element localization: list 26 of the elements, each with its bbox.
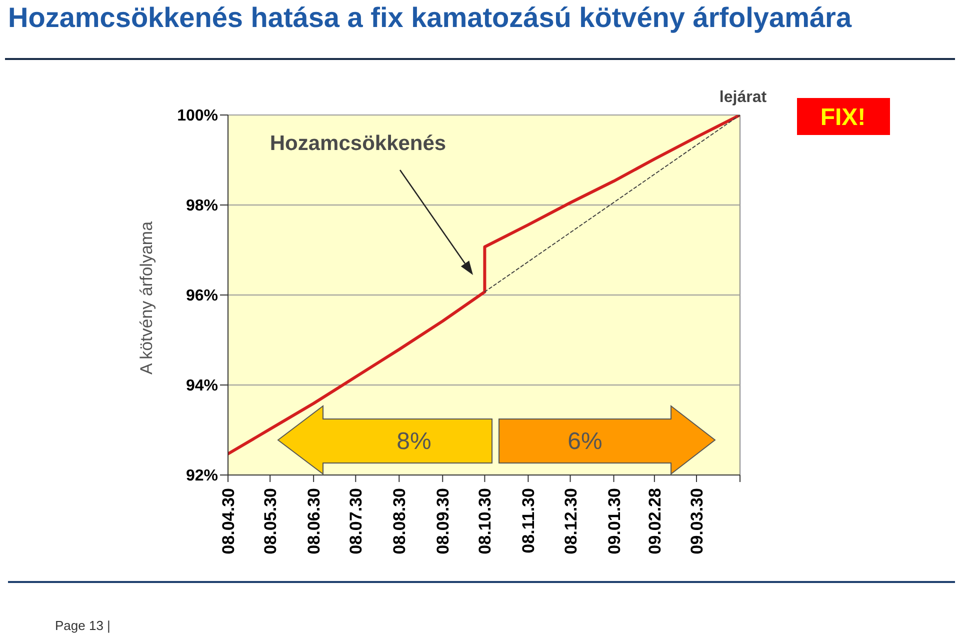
x-tick-label: 08.10.30	[475, 488, 494, 554]
annotation: Hozamcsökkenés	[270, 132, 446, 154]
x-tick-label: 08.11.30	[518, 488, 538, 554]
x-tick-label: 08.06.30	[304, 488, 324, 554]
chart-title: Hozamcsökkenés hatása a fix kamatozású kötvény árfolyamára	[8, 2, 852, 33]
y-tick-label: 94%	[186, 378, 218, 395]
y-tick-label: 98%	[186, 198, 218, 215]
text: FIX!	[820, 104, 866, 130]
annotation: lejárat	[719, 89, 768, 106]
x-tick-label: 08.08.30	[390, 488, 409, 554]
x-tick-label: 08.12.30	[560, 488, 580, 554]
annotation: 6%	[568, 428, 602, 454]
x-tick-label: 09.01.30	[604, 488, 624, 554]
x-tick-label: 09.03.30	[687, 488, 706, 554]
text: Page 13 |	[55, 618, 110, 633]
y-axis-title: A kötvény árfolyama	[136, 220, 156, 375]
x-tick-label: 09.02.28	[644, 488, 664, 554]
y-tick-label: 96%	[186, 288, 218, 305]
annotation: 8%	[396, 428, 432, 454]
line-series	[228, 115, 740, 456]
y-tick-label: 92%	[186, 468, 218, 485]
y-tick-label: 100%	[177, 108, 218, 125]
x-tick-label: 08.05.30	[260, 488, 280, 554]
x-tick-label: 08.04.30	[218, 488, 238, 554]
x-tick-label: 08.07.30	[346, 488, 366, 554]
x-tick-label: 08.09.30	[433, 488, 452, 554]
